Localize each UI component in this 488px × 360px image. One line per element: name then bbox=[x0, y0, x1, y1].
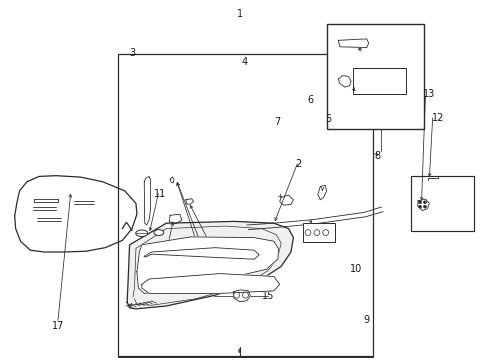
Circle shape bbox=[233, 292, 239, 298]
Circle shape bbox=[313, 230, 319, 235]
Bar bbox=[326, 24, 424, 129]
Polygon shape bbox=[170, 177, 174, 183]
Text: 6: 6 bbox=[307, 95, 313, 105]
Polygon shape bbox=[142, 274, 279, 293]
Polygon shape bbox=[137, 237, 278, 293]
Ellipse shape bbox=[136, 230, 148, 237]
Text: 14: 14 bbox=[159, 255, 171, 265]
Circle shape bbox=[423, 205, 426, 208]
Text: 4: 4 bbox=[241, 57, 247, 67]
Circle shape bbox=[322, 230, 328, 235]
Polygon shape bbox=[279, 195, 293, 205]
Bar bbox=[410, 176, 473, 231]
Circle shape bbox=[305, 230, 310, 235]
Circle shape bbox=[418, 201, 421, 204]
Polygon shape bbox=[417, 199, 428, 211]
Text: 7: 7 bbox=[274, 117, 280, 127]
Bar bbox=[118, 54, 372, 356]
Bar bbox=[303, 223, 334, 242]
Polygon shape bbox=[144, 248, 259, 259]
Polygon shape bbox=[338, 39, 368, 48]
Bar bbox=[352, 68, 405, 94]
Text: 10: 10 bbox=[349, 264, 362, 274]
Polygon shape bbox=[169, 214, 182, 224]
Polygon shape bbox=[338, 76, 350, 87]
Text: 5: 5 bbox=[325, 114, 331, 124]
Text: 13: 13 bbox=[422, 89, 435, 99]
Text: 1: 1 bbox=[236, 9, 242, 19]
Circle shape bbox=[242, 292, 248, 298]
Text: 3: 3 bbox=[129, 48, 135, 58]
Polygon shape bbox=[15, 176, 137, 252]
Text: 8: 8 bbox=[374, 150, 380, 161]
Polygon shape bbox=[127, 221, 293, 309]
Polygon shape bbox=[185, 199, 193, 204]
Polygon shape bbox=[144, 176, 150, 225]
Circle shape bbox=[423, 201, 426, 204]
Text: 2: 2 bbox=[295, 159, 301, 169]
Text: 9: 9 bbox=[363, 315, 369, 325]
Text: 17: 17 bbox=[51, 321, 64, 331]
Ellipse shape bbox=[154, 230, 163, 235]
Text: 12: 12 bbox=[430, 113, 443, 123]
Polygon shape bbox=[233, 290, 250, 302]
Text: 11: 11 bbox=[154, 189, 166, 199]
Circle shape bbox=[418, 205, 421, 208]
Polygon shape bbox=[317, 185, 326, 200]
Text: 15: 15 bbox=[261, 291, 274, 301]
Text: 16: 16 bbox=[219, 268, 232, 278]
